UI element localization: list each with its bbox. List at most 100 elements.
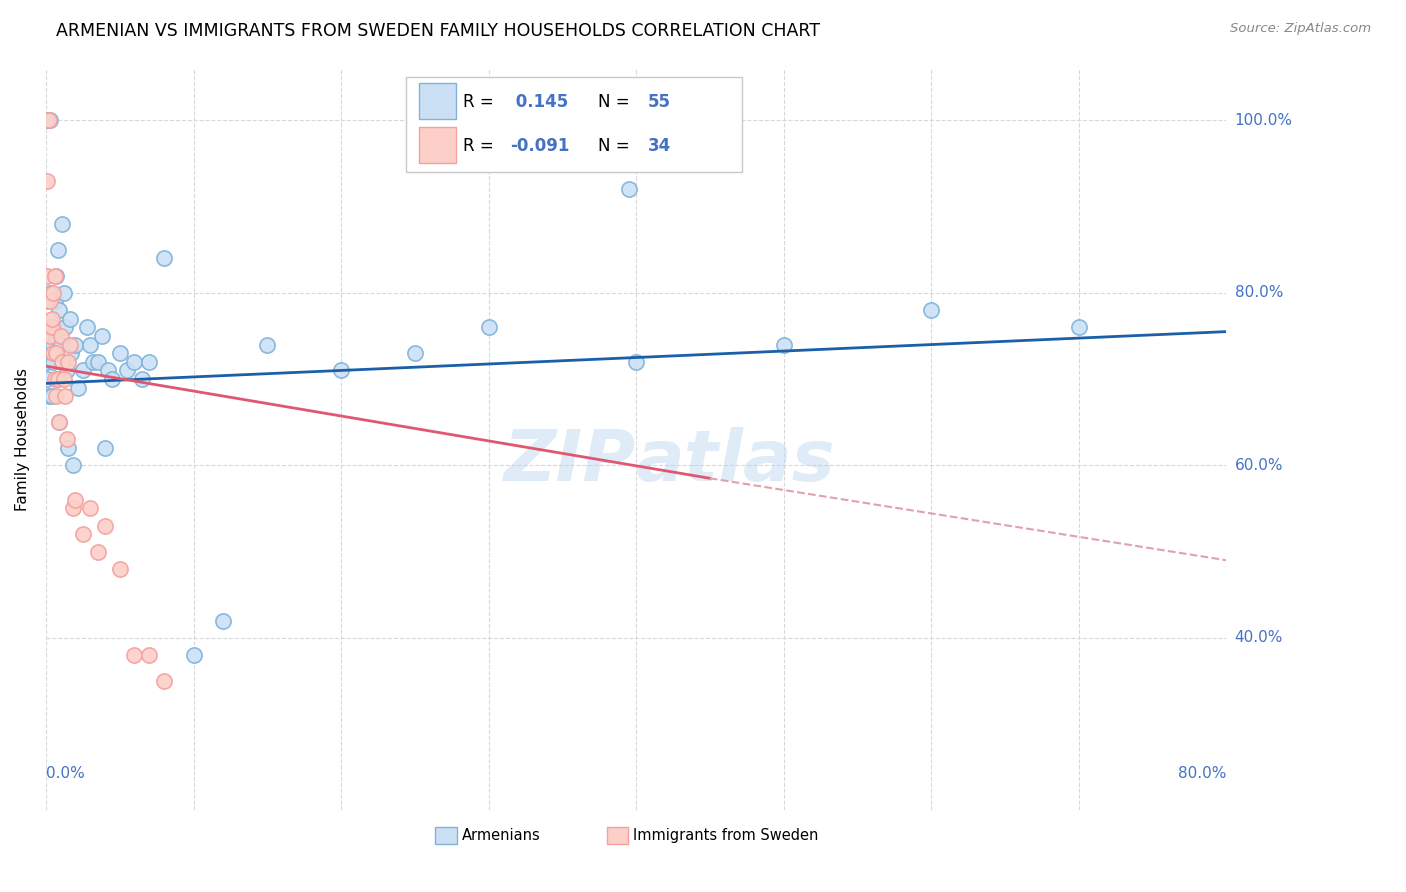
Point [108, 346, 131, 360]
Point [115, 363, 138, 377]
Point [138, 355, 160, 369]
Point [39, 285, 62, 300]
Point [55, 363, 77, 377]
Point [42, 320, 65, 334]
Point [62, 458, 84, 473]
Point [49, 329, 72, 343]
Point [94, 518, 117, 533]
Point [76, 320, 98, 334]
Point [72, 363, 94, 377]
Point [41, 311, 63, 326]
Text: 60.0%: 60.0% [1234, 458, 1284, 473]
Point [52, 285, 75, 300]
Point [53, 320, 76, 334]
Point [39, 294, 62, 309]
Point [42, 285, 65, 300]
Point [37, 355, 59, 369]
Point [79, 501, 101, 516]
Point [124, 648, 146, 662]
Point [212, 614, 235, 628]
Point [617, 182, 640, 196]
Text: 80.0%: 80.0% [1178, 766, 1226, 781]
Point [39, 329, 62, 343]
Point [44, 294, 66, 309]
Point [124, 355, 146, 369]
Point [86, 544, 108, 558]
Point [48, 415, 70, 429]
Text: Source: ZipAtlas.com: Source: ZipAtlas.com [1230, 22, 1371, 36]
Point [38, 389, 60, 403]
Point [53, 389, 76, 403]
Point [97, 363, 120, 377]
Point [46, 372, 69, 386]
Point [45, 329, 67, 343]
Text: 80.0%: 80.0% [1234, 285, 1282, 301]
Point [65, 337, 87, 351]
Point [51, 355, 73, 369]
Text: 40.0%: 40.0% [1234, 631, 1282, 646]
Point [39, 329, 62, 343]
Point [477, 320, 499, 334]
Point [58, 337, 80, 351]
Point [51, 217, 73, 231]
Point [44, 268, 66, 283]
Point [37, 113, 59, 128]
Point [37, 174, 59, 188]
Point [108, 562, 131, 576]
Text: Armenians: Armenians [461, 828, 540, 843]
Point [91, 329, 114, 343]
Point [51, 355, 73, 369]
Point [65, 492, 87, 507]
Point [920, 303, 942, 318]
Point [48, 303, 70, 318]
Point [44, 346, 66, 360]
Point [42, 346, 65, 360]
Text: Immigrants from Sweden: Immigrants from Sweden [633, 828, 818, 843]
Point [37, 113, 59, 128]
Point [48, 415, 70, 429]
Point [37, 294, 59, 309]
Point [101, 372, 124, 386]
Point [153, 673, 176, 688]
Point [67, 381, 90, 395]
Text: ZIP: ZIP [503, 427, 636, 496]
Point [46, 372, 69, 386]
Point [37, 268, 59, 283]
Point [42, 355, 65, 369]
Point [42, 337, 65, 351]
Text: atlas: atlas [636, 427, 835, 496]
Point [41, 389, 63, 403]
Bar [606, 828, 628, 844]
Point [49, 337, 72, 351]
Point [404, 346, 426, 360]
Point [44, 372, 66, 386]
Point [58, 311, 80, 326]
Point [624, 355, 647, 369]
Point [45, 346, 67, 360]
Point [52, 372, 75, 386]
Point [46, 243, 69, 257]
Point [39, 113, 62, 128]
Point [183, 648, 205, 662]
Point [55, 433, 77, 447]
Text: 0.0%: 0.0% [46, 766, 84, 781]
Point [138, 648, 160, 662]
Point [45, 389, 67, 403]
Point [56, 355, 79, 369]
Point [37, 372, 59, 386]
Text: 100.0%: 100.0% [1234, 112, 1292, 128]
Point [72, 527, 94, 541]
Y-axis label: Family Households: Family Households [15, 368, 30, 511]
Point [94, 441, 117, 455]
Point [131, 372, 153, 386]
Point [38, 320, 60, 334]
Point [330, 363, 353, 377]
Point [38, 113, 60, 128]
Point [79, 337, 101, 351]
Point [772, 337, 794, 351]
Point [86, 355, 108, 369]
Point [62, 501, 84, 516]
Point [41, 320, 63, 334]
Point [56, 441, 79, 455]
Point [60, 346, 83, 360]
